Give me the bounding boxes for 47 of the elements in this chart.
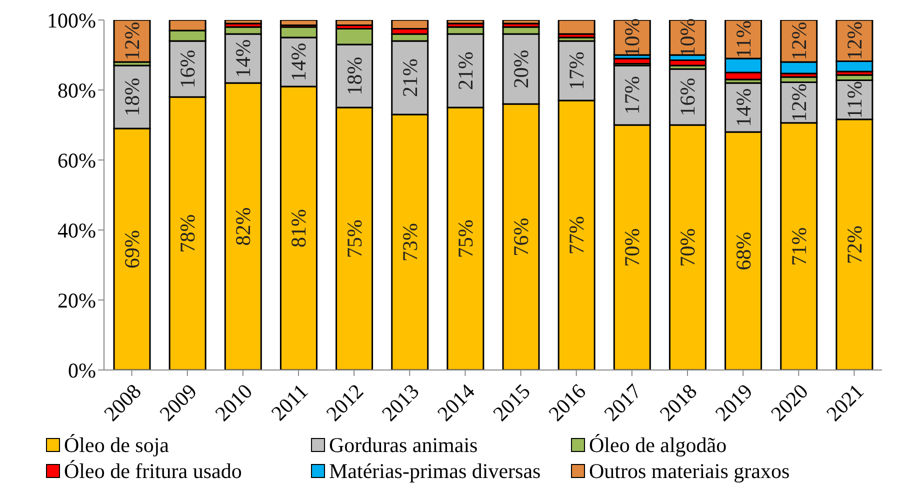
data-label: 18% — [120, 78, 144, 116]
data-label: 21% — [453, 52, 478, 90]
data-label: 81% — [286, 209, 311, 248]
data-label: 70% — [620, 228, 644, 267]
data-label: 82% — [231, 207, 256, 246]
data-label: 12% — [120, 22, 144, 60]
data-label: 11% — [842, 80, 866, 119]
data-label: 69% — [120, 230, 144, 268]
data-label: 17% — [564, 52, 589, 90]
data-label: 11% — [731, 20, 756, 58]
y-tick-label: 40% — [58, 218, 96, 242]
data-label: 12% — [786, 22, 811, 60]
data-label: 14% — [731, 88, 756, 127]
data-label: 75% — [342, 220, 366, 258]
y-tick-label: 0% — [68, 358, 96, 382]
data-label: 71% — [786, 227, 811, 266]
data-label: 14% — [231, 39, 256, 78]
y-tick-label: 60% — [58, 148, 96, 172]
data-label: 20% — [509, 50, 534, 88]
data-label: 76% — [509, 218, 534, 256]
data-label: 78% — [176, 214, 200, 253]
legend-label: Gorduras animais — [329, 432, 478, 458]
data-label: 77% — [564, 216, 589, 254]
y-tick-label: 80% — [58, 78, 96, 102]
y-tick-label: 20% — [58, 288, 96, 312]
data-label: 73% — [398, 223, 422, 262]
data-label: 75% — [453, 220, 478, 258]
legend-label: Outros materiais graxos — [589, 458, 790, 484]
data-label: 10% — [620, 18, 644, 57]
data-label: 18% — [342, 56, 366, 96]
data-label: 72% — [842, 225, 866, 264]
legend-label: Óleo de algodão — [589, 432, 727, 458]
legend-label: Óleo de fritura usado — [64, 458, 242, 484]
data-label: 14% — [286, 42, 311, 82]
data-label: 70% — [676, 228, 700, 267]
data-label: 12% — [786, 83, 811, 122]
data-label: 17% — [620, 76, 644, 114]
x-tick-label: 2011 — [266, 379, 313, 426]
data-label: 16% — [676, 78, 700, 116]
legend-label: Matérias-primas diversas — [329, 458, 541, 484]
data-label: 16% — [176, 50, 200, 88]
data-label: 68% — [731, 232, 756, 270]
y-tick-label: 100% — [47, 8, 96, 32]
data-label: 21% — [398, 58, 422, 97]
data-label: 10% — [676, 18, 700, 57]
legend-label: Óleo de soja — [64, 432, 169, 458]
data-label: 12% — [842, 21, 866, 60]
